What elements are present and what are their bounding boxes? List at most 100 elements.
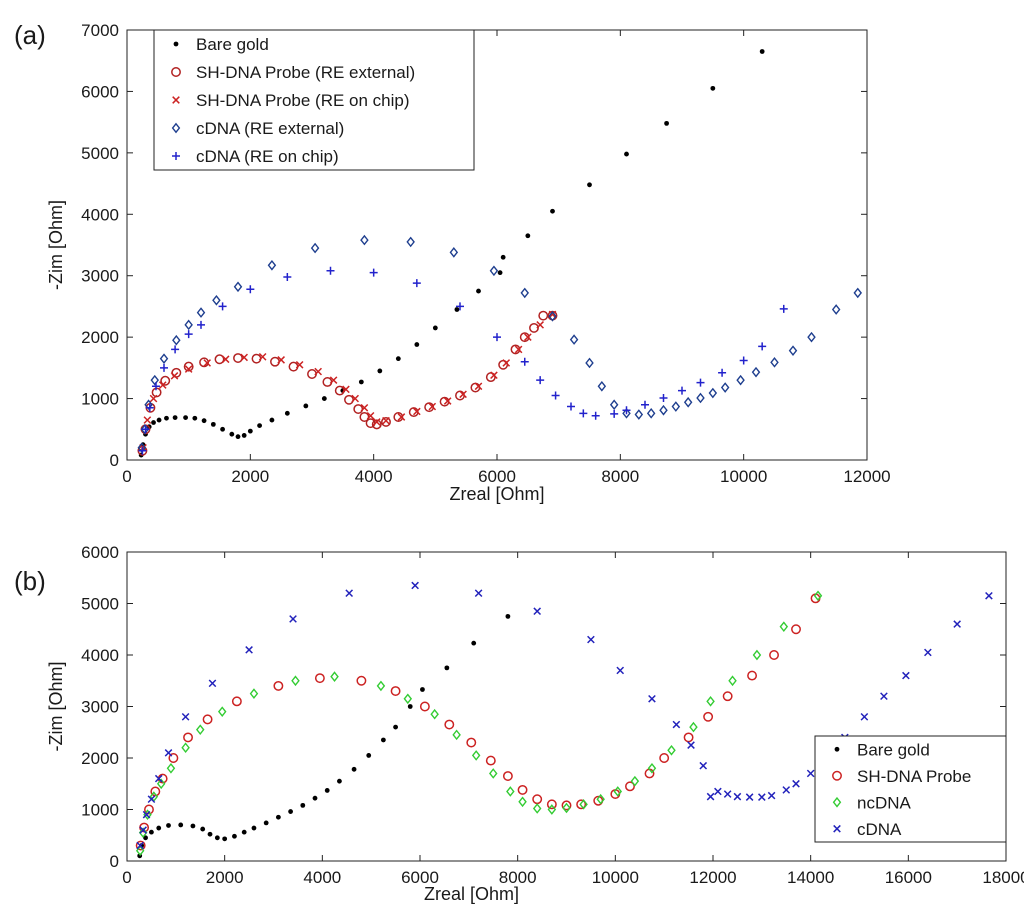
- data-point: [241, 433, 247, 438]
- data-point: [249, 688, 259, 699]
- data-point: [138, 446, 147, 455]
- data-point: [759, 49, 765, 54]
- data-point: [154, 774, 163, 783]
- data-point: [201, 418, 207, 424]
- data-point: [156, 778, 166, 790]
- data-point: [314, 367, 322, 376]
- data-point: [245, 646, 253, 654]
- data-point: [251, 353, 262, 364]
- data-point: [149, 394, 158, 403]
- data-point: [452, 729, 461, 741]
- data-point: [616, 666, 625, 675]
- data-point: [630, 775, 640, 787]
- data-point: [190, 823, 196, 829]
- legend-entry: Bare gold: [857, 740, 930, 759]
- legend-marker: [832, 796, 842, 808]
- x-tick-label: 0: [122, 467, 131, 486]
- data-point: [779, 304, 788, 313]
- data-point: [430, 708, 439, 720]
- data-point: [156, 417, 162, 423]
- data-point: [625, 781, 635, 792]
- data-point: [172, 415, 178, 421]
- data-point: [184, 365, 193, 373]
- data-point: [413, 407, 421, 416]
- data-point: [490, 371, 498, 380]
- data-point: [561, 800, 572, 811]
- y-tick-label: 0: [110, 451, 119, 470]
- data-point: [769, 650, 779, 660]
- data-point: [723, 790, 732, 798]
- x-tick-label: 16000: [885, 868, 932, 887]
- data-point: [135, 845, 145, 857]
- series-0: [138, 49, 765, 458]
- data-point: [671, 401, 681, 412]
- data-point: [143, 416, 152, 424]
- x-tick-label: 2000: [231, 467, 269, 486]
- data-point: [485, 755, 496, 766]
- data-point: [195, 724, 205, 735]
- data-point: [258, 352, 267, 361]
- data-point: [291, 675, 300, 687]
- data-point: [538, 310, 549, 321]
- data-point: [393, 412, 404, 422]
- data-point: [532, 803, 542, 814]
- data-point: [312, 795, 318, 801]
- data-point: [567, 402, 575, 411]
- data-point: [232, 833, 237, 839]
- data-point: [579, 799, 588, 810]
- legend-entry: SH-DNA Probe: [857, 767, 971, 786]
- legend-entry: SH-DNA Probe (RE external): [196, 63, 415, 82]
- data-point: [269, 417, 275, 423]
- data-point: [160, 375, 171, 386]
- series-3: [137, 234, 863, 454]
- data-point: [517, 784, 528, 795]
- data-point: [502, 771, 513, 781]
- data-point: [149, 829, 154, 835]
- data-point: [247, 428, 253, 434]
- data-point: [178, 822, 184, 828]
- data-point: [207, 831, 213, 837]
- y-tick-label: 7000: [81, 21, 119, 40]
- x-tick-label: 8000: [601, 467, 639, 486]
- data-point: [263, 820, 269, 826]
- data-point: [683, 396, 693, 408]
- data-point: [270, 356, 280, 367]
- y-axis-label: -Zim [Ohm]: [46, 200, 66, 290]
- y-tick-label: 1000: [81, 390, 119, 409]
- data-point: [806, 769, 815, 778]
- data-point: [520, 357, 529, 366]
- data-point: [678, 386, 686, 395]
- y-tick-label: 5000: [81, 595, 119, 614]
- data-point: [143, 835, 148, 841]
- data-point: [646, 407, 656, 419]
- data-point: [622, 406, 631, 415]
- data-point: [217, 706, 227, 717]
- data-point: [525, 233, 531, 239]
- data-point: [466, 737, 477, 748]
- data-point: [497, 270, 503, 276]
- y-tick-label: 1000: [81, 801, 119, 820]
- data-point: [953, 620, 961, 628]
- data-point: [745, 793, 754, 801]
- data-point: [141, 425, 150, 434]
- data-point: [536, 321, 544, 329]
- data-point: [533, 607, 542, 616]
- data-point: [144, 399, 153, 411]
- y-tick-label: 3000: [81, 698, 119, 717]
- data-point: [782, 786, 791, 794]
- legend-entry: Bare gold: [196, 35, 269, 54]
- data-point: [579, 409, 588, 418]
- data-point: [212, 294, 221, 306]
- data-point: [576, 799, 587, 810]
- data-point: [358, 379, 364, 385]
- y-tick-label: 2000: [81, 328, 119, 347]
- data-point: [471, 750, 481, 761]
- data-point: [714, 787, 722, 796]
- data-point: [241, 829, 247, 835]
- data-point: [720, 382, 730, 393]
- data-point: [831, 304, 841, 315]
- data-point: [314, 673, 325, 684]
- data-point: [381, 416, 391, 427]
